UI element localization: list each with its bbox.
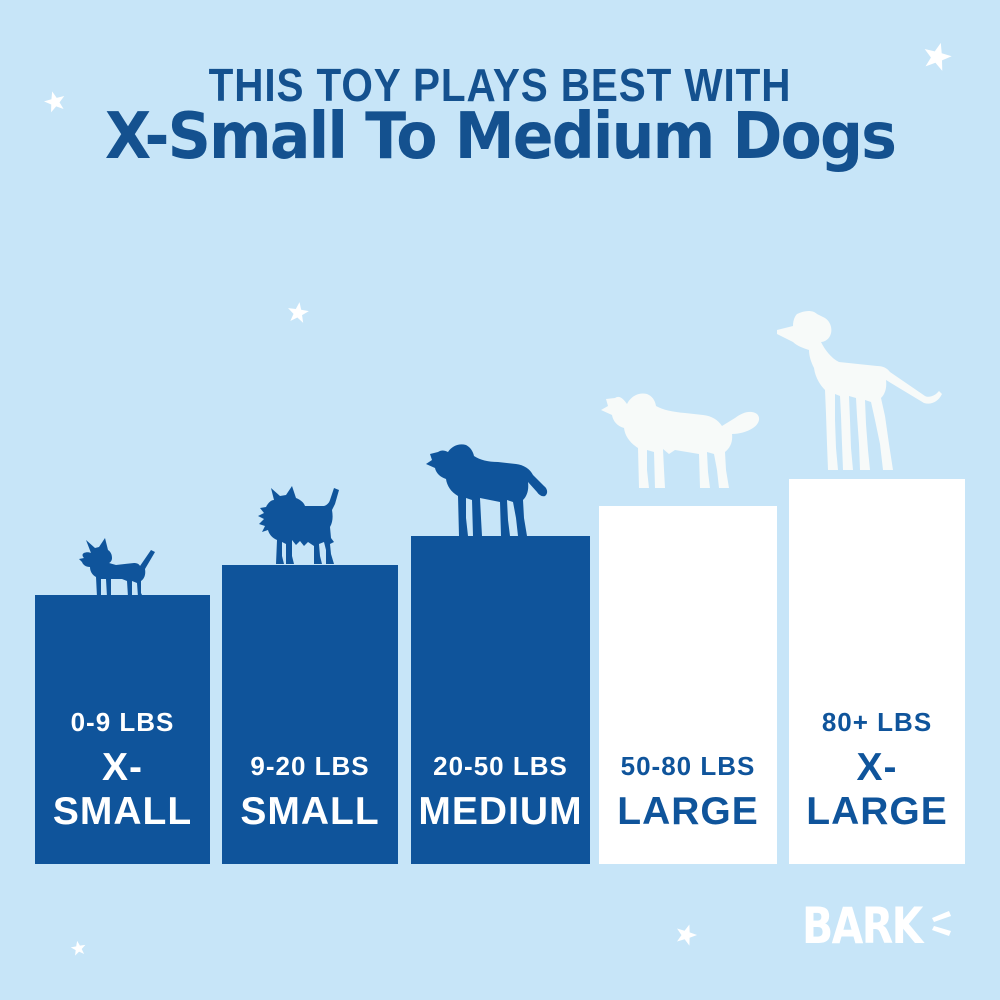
terrier-silhouette-icon (256, 486, 344, 568)
star-icon (284, 299, 311, 326)
bark-logo-text: BARK (802, 897, 923, 955)
bar-label-group: 80+ LBS X-LARGE (789, 707, 965, 834)
bar-x-large: 80+ LBS X-LARGE (789, 479, 965, 864)
kicker-text: THIS TOY PLAYS BEST WITH (208, 59, 792, 111)
weight-range-label: 0-9 LBS (70, 707, 175, 737)
star-icon (671, 920, 701, 950)
star-icon (69, 939, 89, 959)
bar-label-group: 0-9 LBS X-SMALL (35, 707, 210, 834)
bar-small: 9-20 LBS SMALL (222, 565, 398, 864)
chihuahua-silhouette-icon (78, 537, 156, 599)
size-name-label: LARGE (617, 790, 759, 833)
great-dane-silhouette-icon (773, 304, 951, 482)
weight-range-label: 50-80 LBS (620, 751, 756, 781)
bar-medium: 20-50 LBS MEDIUM (411, 536, 590, 864)
bar-label-group: 20-50 LBS MEDIUM (411, 751, 590, 834)
size-name-label: X-LARGE (806, 746, 948, 833)
bar-label-group: 9-20 LBS SMALL (222, 751, 398, 834)
golden-retriever-silhouette-icon (599, 382, 764, 510)
star-icon (917, 37, 956, 76)
bark-shout-lines-icon (930, 909, 952, 944)
star-icon (40, 87, 69, 116)
page-title: X-Small To Medium Dogs (104, 100, 897, 174)
size-name-label: SMALL (240, 790, 380, 833)
bar-x-small: 0-9 LBS X-SMALL (35, 595, 210, 864)
size-name-label: MEDIUM (418, 790, 583, 833)
labrador-silhouette-icon (424, 434, 552, 540)
weight-range-label: 80+ LBS (821, 707, 933, 737)
size-name-label: X-SMALL (52, 746, 193, 833)
weight-range-label: 20-50 LBS (433, 751, 568, 781)
bar-large: 50-80 LBS LARGE (599, 506, 777, 864)
bark-logo: BARK (802, 898, 952, 954)
bar-label-group: 50-80 LBS LARGE (599, 751, 777, 834)
weight-range-label: 9-20 LBS (250, 751, 370, 781)
